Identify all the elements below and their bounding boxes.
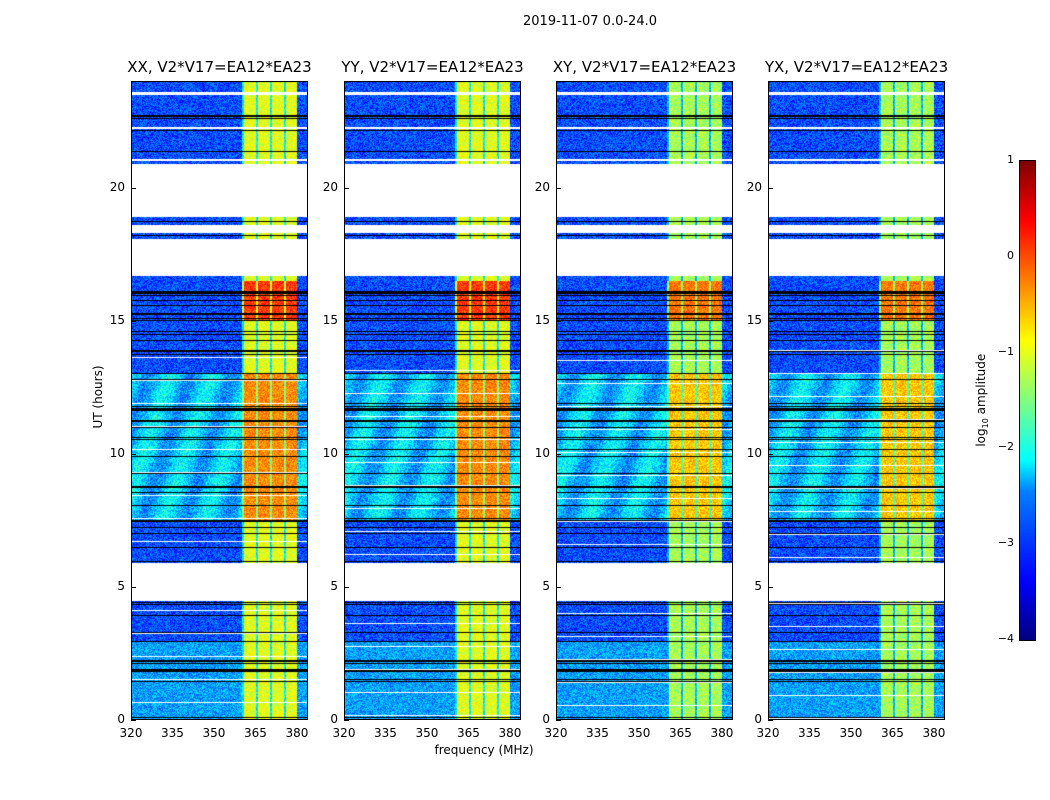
- colorbar-tick-label: −1: [997, 344, 1014, 358]
- axes-frame: [556, 81, 733, 720]
- y-tick-mark: [344, 187, 349, 189]
- y-tick-label: 10: [109, 445, 125, 460]
- y-tick-label: 15: [109, 312, 125, 327]
- panel-title: XY, V2*V17=EA12*EA23: [552, 58, 737, 76]
- x-tick-label: 320: [756, 726, 780, 740]
- y-tick-label: 5: [542, 578, 550, 593]
- x-axis-label: frequency (MHz): [434, 743, 534, 757]
- x-tick-label: 350: [415, 726, 439, 740]
- panel-title: XX, V2*V17=EA12*EA23: [127, 58, 312, 76]
- y-tick-mark: [556, 586, 561, 588]
- axes-frame: [768, 81, 945, 720]
- x-tick-label: 380: [922, 726, 946, 740]
- y-tick-label: 0: [330, 712, 338, 726]
- x-tick-label: 320: [119, 726, 143, 740]
- y-tick-label: 10: [746, 445, 762, 460]
- x-tick-label: 365: [457, 726, 480, 740]
- y-tick-label: 15: [534, 312, 550, 327]
- x-tick-label: 335: [586, 726, 609, 740]
- x-tick-label: 380: [285, 726, 309, 740]
- y-tick-label: 20: [534, 179, 550, 194]
- heatmap-image: [344, 81, 521, 720]
- x-tick-label: 335: [374, 726, 397, 740]
- y-tick-label: 5: [754, 578, 762, 593]
- y-tick-label: 5: [117, 578, 125, 593]
- colorbar-tick-label: 0: [1007, 248, 1014, 262]
- heatmap-panel-2: YY, V2*V17=EA12*EA23 0 5 10 15 20 320 335 350 365…: [323, 58, 524, 740]
- colorbar-tick-label: −3: [997, 536, 1014, 550]
- y-tick-mark: [556, 720, 561, 721]
- x-tick-label: 350: [627, 726, 651, 740]
- y-tick-mark: [768, 586, 773, 588]
- y-tick-mark: [344, 586, 349, 588]
- x-tick-label: 380: [498, 726, 522, 740]
- y-axis-label: UT (hours): [91, 365, 105, 429]
- y-tick-mark: [768, 720, 773, 721]
- y-tick-label: 5: [330, 578, 338, 593]
- y-tick-mark: [556, 187, 561, 189]
- y-tick-label: 10: [322, 445, 338, 460]
- y-tick-mark: [131, 187, 136, 189]
- x-tick-label: 350: [202, 726, 226, 740]
- y-tick-mark: [131, 453, 136, 455]
- y-tick-label: 15: [322, 312, 338, 327]
- y-tick-mark: [344, 720, 349, 721]
- y-tick-mark: [344, 453, 349, 455]
- y-tick-label: 20: [109, 179, 125, 194]
- x-tick-label: 350: [839, 726, 863, 740]
- axes-frame: [344, 81, 521, 720]
- x-tick-label: 380: [710, 726, 734, 740]
- x-tick-label: 320: [332, 726, 356, 740]
- heatmap-panel-3: XY, V2*V17=EA12*EA23 0 5 10 15 20 320 335 350 365…: [535, 58, 736, 740]
- panel-title: YY, V2*V17=EA12*EA23: [341, 58, 524, 76]
- figure-title: 2019-11-07 0.0-24.0: [523, 14, 657, 29]
- y-tick-mark: [131, 586, 136, 588]
- x-tick-label: 335: [161, 726, 184, 740]
- heatmap-panel-1: XX, V2*V17=EA12*EA23 0 5 10 15 20 320 335 350 365…: [110, 58, 312, 740]
- y-tick-mark: [344, 320, 349, 322]
- x-tick-label: 365: [244, 726, 267, 740]
- y-tick-label: 10: [534, 445, 550, 460]
- x-tick-label: 365: [669, 726, 692, 740]
- colorbar-tick-label: 1: [1007, 153, 1014, 166]
- y-tick-mark: [768, 320, 773, 322]
- y-tick-label: 15: [746, 312, 762, 327]
- heatmap-image: [556, 81, 733, 720]
- axes-frame: [131, 81, 308, 720]
- colorbar-tick-label: −2: [997, 440, 1014, 454]
- y-tick-mark: [131, 320, 136, 322]
- y-tick-label: 20: [746, 179, 762, 194]
- y-tick-label: 0: [754, 712, 762, 726]
- y-tick-mark: [131, 720, 136, 721]
- y-tick-mark: [768, 187, 773, 189]
- y-tick-label: 0: [117, 712, 125, 726]
- y-tick-label: 0: [542, 712, 550, 726]
- heatmap-image: [131, 81, 308, 720]
- heatmap-panel-4: YX, V2*V17=EA12*EA23 0 5 10 15 20 320 335 350 365…: [747, 58, 948, 740]
- colorbar-tick-label: −4: [997, 632, 1014, 645]
- x-tick-label: 320: [544, 726, 568, 740]
- x-tick-label: 365: [881, 726, 904, 740]
- y-tick-label: 20: [322, 179, 338, 194]
- panel-title: YX, V2*V17=EA12*EA23: [764, 58, 949, 76]
- heatmap-image: [768, 81, 945, 720]
- colorbar-label: log10 amplitude: [973, 353, 991, 447]
- y-tick-mark: [768, 453, 773, 455]
- colorbar: [1019, 160, 1036, 641]
- x-tick-label: 335: [798, 726, 821, 740]
- y-tick-mark: [556, 453, 561, 455]
- y-tick-mark: [556, 320, 561, 322]
